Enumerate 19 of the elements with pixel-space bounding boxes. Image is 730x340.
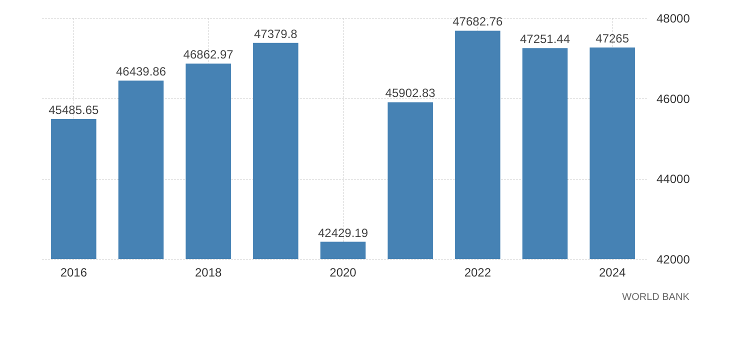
data-label: 47265	[596, 32, 630, 46]
x-tick-label: 2018	[194, 266, 222, 280]
y-tick-label: 48000	[656, 12, 690, 26]
data-label: 46439.86	[116, 64, 166, 79]
x-tick-label: 2016	[60, 266, 88, 280]
x-tick-label: 2022	[464, 266, 492, 280]
data-label: 42429.19	[318, 226, 368, 240]
y-tick-label: 42000	[656, 252, 690, 266]
y-tick-label: 44000	[656, 172, 690, 186]
x-tick-label: 2020	[330, 266, 357, 280]
data-label: 47379.8	[254, 26, 298, 41]
data-label: 47251.44	[520, 32, 570, 46]
data-label: 45902.83	[385, 86, 436, 100]
text: WORLD BANK	[622, 292, 690, 303]
data-label: 46862.97	[183, 48, 234, 62]
data-label: 47682.76	[452, 14, 504, 29]
x-tick-label: 2024	[598, 266, 626, 280]
data-label: 45485.65	[48, 102, 100, 117]
y-tick-label: 46000	[656, 92, 690, 106]
